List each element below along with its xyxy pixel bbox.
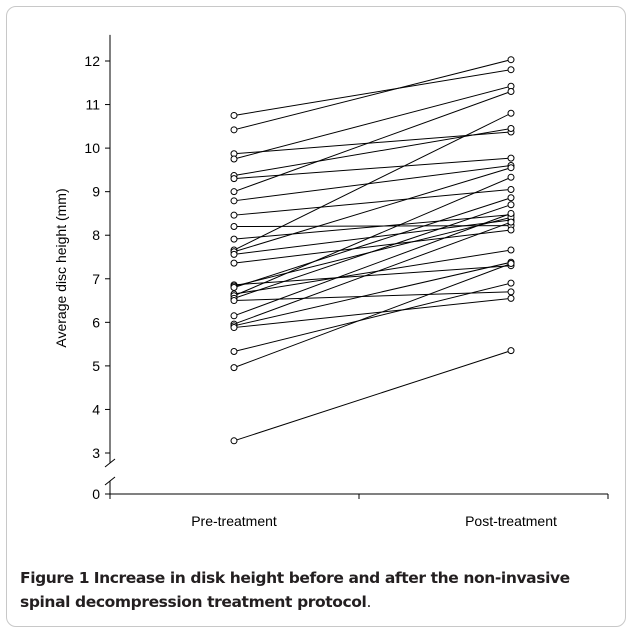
series-line bbox=[233, 229, 512, 264]
series-line bbox=[233, 297, 512, 329]
y-tick-label: 6 bbox=[92, 314, 100, 330]
data-point bbox=[507, 173, 515, 181]
data-point bbox=[230, 155, 238, 163]
data-point bbox=[507, 194, 515, 202]
data-point bbox=[230, 126, 238, 134]
series-line bbox=[233, 221, 512, 325]
series-line bbox=[233, 249, 512, 295]
data-point bbox=[507, 288, 515, 296]
series-line bbox=[233, 85, 512, 160]
data-point bbox=[507, 109, 515, 117]
y-axis-label: Average disc height (mm) bbox=[53, 188, 69, 347]
data-point bbox=[507, 125, 515, 133]
data-point bbox=[230, 297, 238, 305]
y-tick-label: 5 bbox=[92, 358, 100, 374]
data-point bbox=[230, 211, 238, 219]
data-point bbox=[507, 218, 515, 226]
data-point bbox=[507, 154, 515, 162]
data-point bbox=[507, 246, 515, 254]
data-point bbox=[230, 259, 238, 267]
data-point bbox=[230, 188, 238, 196]
series-line bbox=[233, 165, 512, 202]
data-point bbox=[230, 235, 238, 243]
data-point bbox=[230, 283, 238, 291]
data-point bbox=[507, 279, 515, 287]
y-tick-label: 12 bbox=[84, 53, 100, 69]
y-tick-label: 7 bbox=[92, 271, 100, 287]
data-point bbox=[507, 226, 515, 234]
series-line bbox=[233, 225, 512, 228]
series-line bbox=[233, 214, 512, 240]
series-line bbox=[233, 188, 512, 216]
series-line bbox=[233, 59, 512, 131]
data-point bbox=[507, 201, 515, 209]
y-tick-label: 3 bbox=[92, 445, 100, 461]
data-point bbox=[507, 56, 515, 64]
data-point bbox=[230, 348, 238, 356]
series-line bbox=[233, 91, 512, 193]
data-point bbox=[507, 347, 515, 355]
chart: 0 3 4 5 6 7 8 9 10 11 12 Pre-treatment Post-treatmen… bbox=[53, 34, 609, 529]
data-point bbox=[230, 437, 238, 445]
data-points bbox=[230, 56, 515, 445]
data-point bbox=[230, 250, 238, 258]
data-point bbox=[507, 87, 515, 95]
x-tick-label: Pre-treatment bbox=[191, 513, 277, 529]
data-point bbox=[230, 324, 238, 332]
series-line bbox=[233, 112, 512, 251]
y-tick-label: 0 bbox=[92, 486, 100, 502]
axis-break-mark bbox=[104, 458, 116, 468]
series-line bbox=[233, 263, 512, 369]
data-lines bbox=[233, 59, 512, 442]
x-tick-label: Post-treatment bbox=[465, 513, 557, 529]
figure-title: Increase in disk height before and after… bbox=[20, 569, 570, 611]
data-point bbox=[230, 364, 238, 372]
series-line bbox=[233, 167, 512, 253]
y-tick-label: 11 bbox=[85, 97, 100, 113]
axis-break-mark bbox=[104, 476, 116, 486]
y-tick-label: 8 bbox=[92, 227, 100, 243]
data-point bbox=[507, 66, 515, 74]
figure-caption-period: . bbox=[366, 593, 371, 611]
series-line bbox=[233, 212, 512, 317]
y-tick-label: 9 bbox=[92, 184, 100, 200]
data-point bbox=[230, 175, 238, 183]
data-point bbox=[507, 209, 515, 217]
series-line bbox=[233, 176, 512, 297]
series-line bbox=[233, 350, 512, 442]
data-point bbox=[507, 260, 515, 268]
data-point bbox=[230, 197, 238, 205]
figure-label: Figure 1 bbox=[20, 569, 90, 587]
figure-caption: Figure 1 Increase in disk height before … bbox=[20, 566, 616, 614]
y-tick-label: 10 bbox=[84, 140, 100, 156]
series-line bbox=[233, 265, 512, 286]
y-tick-label: 4 bbox=[92, 401, 100, 417]
series-line bbox=[233, 204, 512, 299]
data-point bbox=[507, 294, 515, 302]
data-point bbox=[507, 185, 515, 193]
axes: 0 3 4 5 6 7 8 9 10 11 12 Pre-treatment Post-treatmen… bbox=[84, 34, 609, 529]
series-line bbox=[233, 69, 512, 116]
series-line bbox=[233, 261, 512, 327]
series-line bbox=[233, 219, 512, 255]
series-line bbox=[233, 197, 512, 288]
data-point bbox=[230, 312, 238, 320]
data-point bbox=[507, 164, 515, 172]
series-line bbox=[233, 282, 512, 353]
data-point bbox=[230, 111, 238, 119]
data-point bbox=[230, 223, 238, 231]
